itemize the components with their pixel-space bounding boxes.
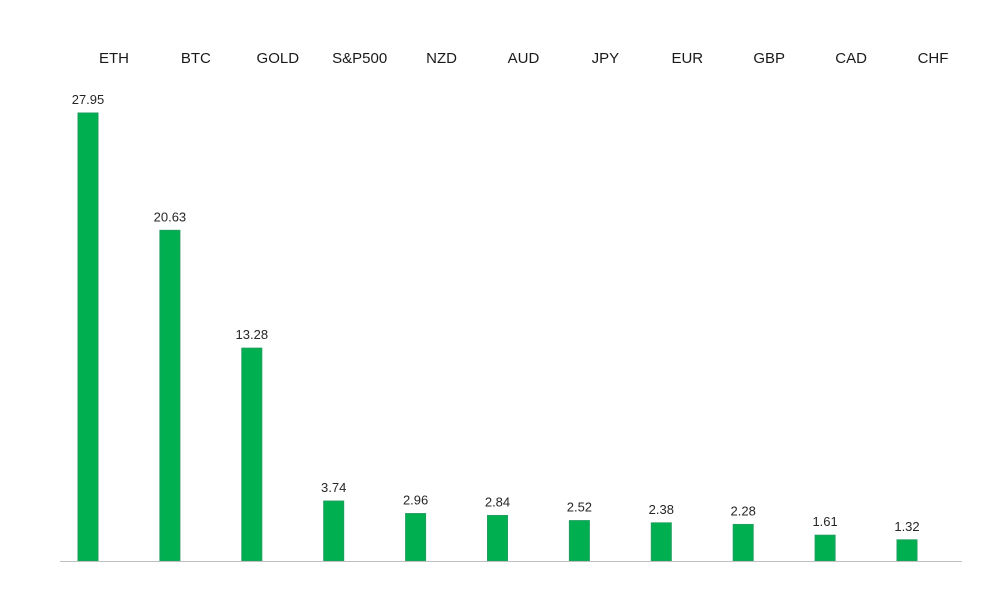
category-label: GBP: [753, 50, 785, 67]
data-label: 2.52: [567, 500, 592, 515]
data-label: 1.61: [812, 514, 837, 529]
bar: [568, 520, 590, 562]
bar: [77, 112, 99, 562]
bar: [896, 539, 918, 562]
data-label: 3.74: [321, 480, 346, 495]
category-label: GOLD: [257, 50, 300, 67]
data-label: 1.32: [894, 519, 919, 534]
bar: [814, 534, 836, 562]
category-label: EUR: [671, 50, 703, 67]
category-labels: ETH BTC GOLD S&P500 NZD AUD JPY EUR GBP CAD CHF: [99, 50, 948, 67]
data-label: 2.96: [403, 493, 428, 508]
category-label: CHF: [918, 50, 949, 67]
category-label: ETH: [99, 50, 129, 67]
data-label: 2.38: [649, 502, 674, 517]
category-label: S&P500: [332, 50, 387, 67]
value-labels: 27.95 20.63 13.28 3.74 2.96 2.84 2.52 2.38 2.28 1…: [72, 92, 920, 534]
bar: [405, 513, 427, 562]
bar: [732, 523, 754, 562]
data-label: 27.95: [72, 92, 105, 107]
data-label: 2.28: [731, 503, 756, 518]
data-label: 13.28: [236, 327, 269, 342]
bar: [241, 347, 263, 562]
category-label: BTC: [181, 50, 211, 67]
data-label: 20.63: [154, 209, 187, 224]
bar: [323, 500, 345, 562]
category-label: CAD: [835, 50, 867, 67]
data-label: 2.84: [485, 494, 510, 509]
bar: [650, 522, 672, 562]
category-label: JPY: [592, 50, 620, 67]
bar: [159, 229, 181, 562]
category-label: NZD: [426, 50, 457, 67]
category-label: AUD: [508, 50, 540, 67]
bar: [487, 514, 508, 562]
bars: [77, 112, 918, 562]
